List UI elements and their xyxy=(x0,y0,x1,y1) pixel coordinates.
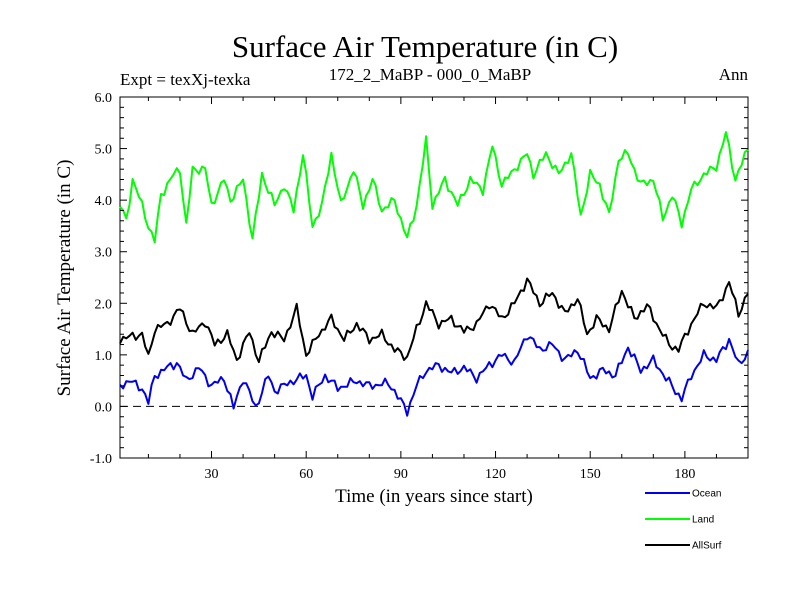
legend-label: Land xyxy=(692,515,714,526)
series-line-land xyxy=(119,131,749,244)
chart-subtitle-left: Expt = texXj-texka xyxy=(120,70,251,89)
legend-item-allsurf: AllSurf xyxy=(645,541,722,552)
plot-frame xyxy=(119,96,749,459)
legend-item-ocean: Ocean xyxy=(645,489,721,500)
series-line-allsurf xyxy=(119,277,749,364)
x-tick-label: 180 xyxy=(674,467,695,482)
x-tick-label: 90 xyxy=(394,467,408,482)
axis-layer: -1.0 0.0 1.0 2.0 3.0 4.0 5.0 6.0 30 60 90 120 150 180 xyxy=(90,91,748,482)
chart-subtitle-right: Ann xyxy=(719,65,749,84)
y-tick-label: 2.0 xyxy=(95,297,113,312)
y-tick-label: 1.0 xyxy=(95,349,113,364)
y-tick-label: 0.0 xyxy=(95,400,113,415)
series-layer xyxy=(119,131,749,417)
x-tick-label: 60 xyxy=(299,467,313,482)
x-tick-label: 120 xyxy=(485,467,506,482)
y-tick-label: -1.0 xyxy=(90,452,112,467)
legend-item-land: Land xyxy=(645,515,714,526)
x-axis-title: Time (in years since start) xyxy=(335,486,533,507)
chart-subtitle-center: 172_2_MaBP - 000_0_MaBP xyxy=(329,65,531,84)
y-axis-title: Surface Air Temperature (in C) xyxy=(54,160,75,397)
chart-title: Surface Air Temperature (in C) xyxy=(232,29,618,64)
y-tick-label: 3.0 xyxy=(95,246,113,261)
legend: Ocean Land AllSurf xyxy=(645,489,722,552)
legend-label: AllSurf xyxy=(692,541,722,552)
x-tick-label: 150 xyxy=(580,467,601,482)
legend-label: Ocean xyxy=(692,489,721,500)
x-tick-label: 30 xyxy=(205,467,219,482)
y-tick-label: 4.0 xyxy=(95,194,113,209)
y-tick-label: 6.0 xyxy=(95,91,113,106)
series-line-ocean xyxy=(119,336,749,417)
y-tick-label: 5.0 xyxy=(95,143,113,158)
